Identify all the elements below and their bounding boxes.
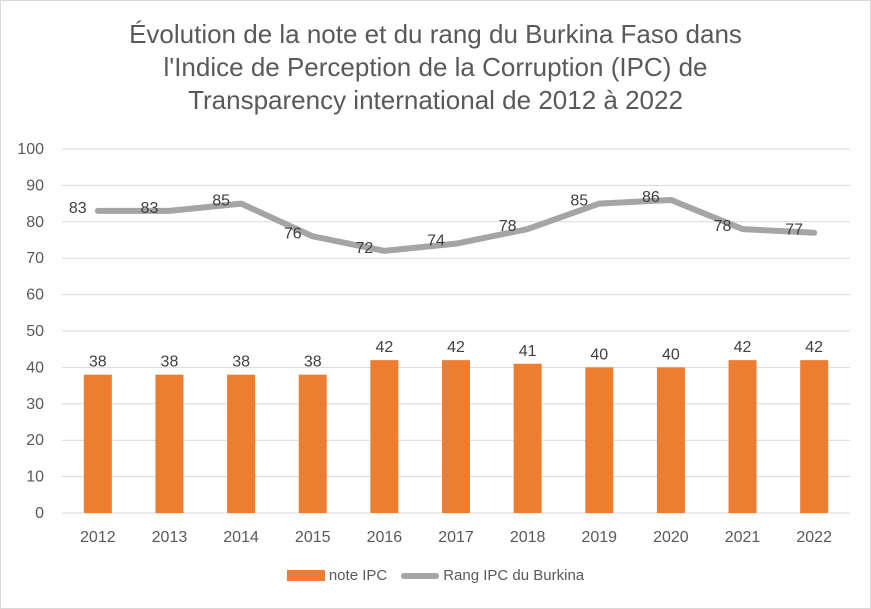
y-tick-label: 60 <box>26 287 44 304</box>
bar-value-label: 41 <box>519 343 537 360</box>
bar-value-label: 40 <box>662 346 680 363</box>
x-tick-label: 2020 <box>653 529 689 546</box>
rank-line <box>94 196 818 254</box>
bar <box>728 360 757 513</box>
x-tick-label: 2017 <box>438 529 474 546</box>
legend-bar-swatch <box>286 570 325 581</box>
bar-series <box>83 360 829 513</box>
bar-value-label: 38 <box>304 354 322 371</box>
bar-value-label: 38 <box>89 354 107 371</box>
x-tick-label: 2014 <box>223 529 259 546</box>
bar <box>442 360 470 513</box>
legend: note IPC Rang IPC du Burkina <box>0 567 871 584</box>
x-tick-label: 2019 <box>581 529 617 546</box>
y-tick-label: 0 <box>35 505 44 522</box>
line-value-label: 83 <box>69 200 87 217</box>
line-value-label: 78 <box>499 218 517 235</box>
x-tick-label: 2022 <box>796 529 832 546</box>
x-tick-label: 2015 <box>295 529 331 546</box>
data-labels: 38 38 38 38 42 42 41 40 40 42 42 83 83 85 76 72 74 78 85 86… <box>69 189 823 371</box>
line-value-label: 78 <box>714 218 732 235</box>
line-value-label: 76 <box>284 225 302 242</box>
y-tick-label: 10 <box>26 469 44 486</box>
bar <box>227 374 256 513</box>
chart-title-line-2: l'Indice de Perception de la Corruption … <box>163 52 708 82</box>
bar <box>155 374 184 513</box>
y-tick-label: 40 <box>26 359 44 376</box>
bar-value-label: 42 <box>375 339 393 356</box>
line-value-label: 83 <box>141 200 159 217</box>
legend-item-bars: note IPC <box>286 567 388 584</box>
x-tick-label: 2021 <box>725 529 761 546</box>
bar <box>585 367 614 513</box>
y-tick-label: 30 <box>26 396 44 413</box>
bar <box>370 360 399 513</box>
bar <box>83 374 112 513</box>
bar <box>298 374 327 513</box>
y-tick-label: 50 <box>26 323 44 340</box>
x-tick-label: 2012 <box>80 529 116 546</box>
x-tick-label: 2013 <box>152 529 188 546</box>
legend-label-line: Rang IPC du Burkina <box>443 567 585 584</box>
line-value-label: 72 <box>355 240 373 257</box>
legend-label-bars: note IPC <box>328 567 388 584</box>
bar-value-label: 42 <box>734 339 752 356</box>
bar-value-label: 42 <box>447 339 465 356</box>
bar-value-label: 38 <box>161 354 179 371</box>
line-series <box>94 196 818 254</box>
bar <box>656 367 685 513</box>
bar-value-label: 38 <box>232 354 250 371</box>
line-value-label: 77 <box>785 222 803 239</box>
legend-item-line: Rang IPC du Burkina <box>401 567 584 584</box>
y-tick-label: 100 <box>17 141 44 158</box>
line-value-label: 85 <box>570 193 588 210</box>
x-axis-ticks: 2012 2013 2014 2015 2016 2017 2018 2019 2020 2021… <box>80 529 832 546</box>
line-value-label: 86 <box>642 189 660 206</box>
line-value-label: 74 <box>427 233 445 250</box>
y-tick-label: 70 <box>26 250 44 267</box>
chart-title-line-3: Transparency international de 2012 à 202… <box>188 85 683 115</box>
bar <box>513 363 542 513</box>
y-axis-ticks: 0 10 20 30 40 50 60 70 80 90 100 <box>17 141 44 522</box>
bar <box>800 360 829 513</box>
y-tick-label: 20 <box>26 432 44 449</box>
x-tick-label: 2016 <box>367 529 403 546</box>
y-tick-label: 80 <box>26 214 44 231</box>
line-value-label: 85 <box>212 193 230 210</box>
bar-value-label: 40 <box>590 346 608 363</box>
bar-value-label: 42 <box>805 339 823 356</box>
chart-title: Évolution de la note et du rang du Burki… <box>0 18 871 117</box>
legend-line-swatch <box>401 572 440 579</box>
x-tick-label: 2018 <box>510 529 546 546</box>
chart-title-line-1: Évolution de la note et du rang du Burki… <box>129 19 742 49</box>
y-tick-label: 90 <box>26 177 44 194</box>
